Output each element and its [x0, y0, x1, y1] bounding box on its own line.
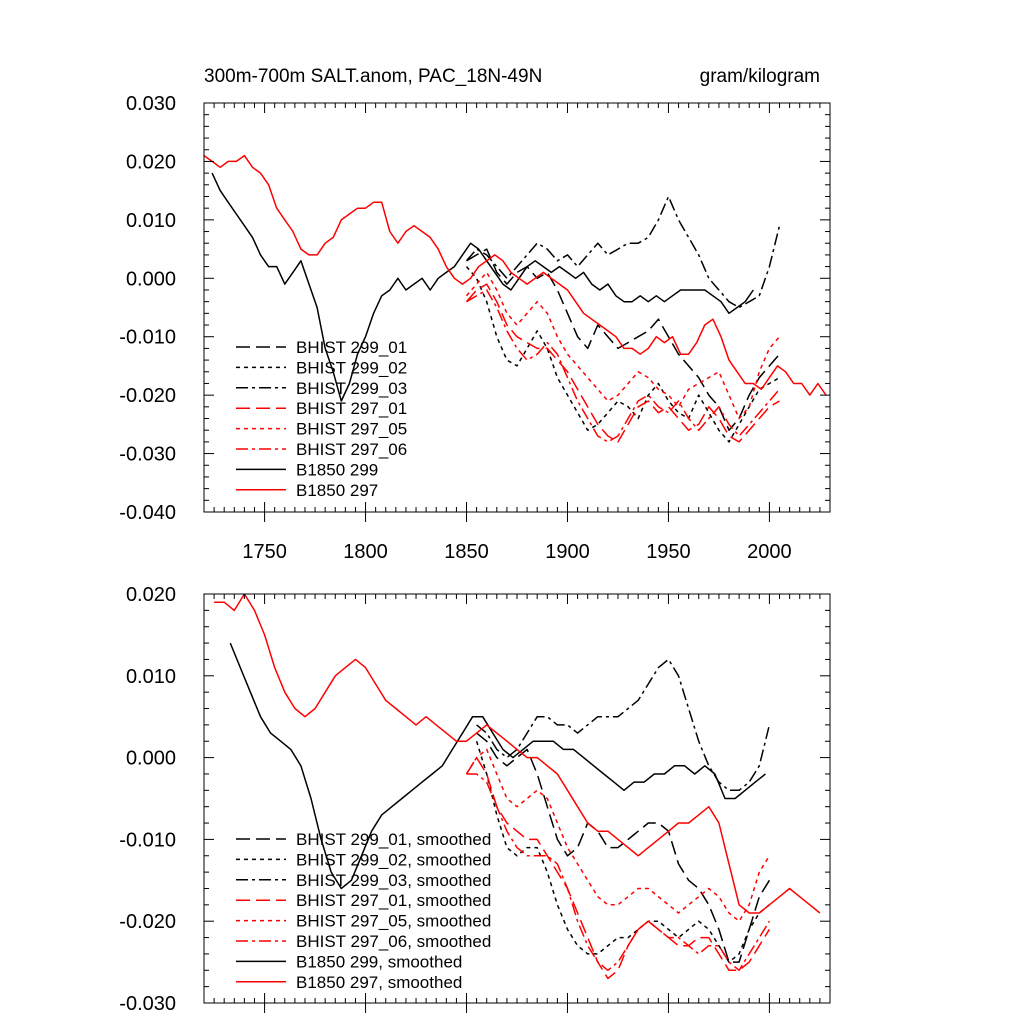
top-xtick-label: 2000 [747, 541, 792, 563]
top-legend-label-bhist-299-03: BHIST 299_03 [296, 379, 407, 398]
bottom-ytick-label: 0.000 [126, 748, 176, 770]
top-series-bhist-297-05 [465, 271, 781, 420]
top-series-b1850-297 [204, 154, 827, 396]
bottom-panel: -0.030 -0.020 -0.010 0.000 0.010 0.020 BHIST … [119, 584, 831, 1015]
top-plot-area [204, 154, 827, 443]
bottom-axes: -0.030 -0.020 -0.010 0.000 0.010 0.020 [119, 584, 831, 1015]
top-ytick-label: 0.010 [126, 210, 176, 232]
bottom-ytick-label: 0.020 [126, 584, 176, 606]
top-ytick-label: 0.000 [126, 268, 176, 290]
bottom-series-b1850-297-smoothed [214, 594, 821, 914]
top-ytick-label: -0.040 [119, 502, 176, 524]
bottom-series-bhist-299-03-smoothed [476, 658, 771, 792]
bottom-legend-label-bhist-297-01-smoothed: BHIST 297_01, smoothed [296, 891, 491, 910]
bottom-legend-label-bhist-299-01-smoothed: BHIST 299_01, smoothed [296, 830, 491, 849]
top-legend-label-b1850-299: B1850 299 [296, 460, 378, 479]
bottom-series-bhist-299-02-smoothed [475, 740, 770, 963]
bottom-legend-label-bhist-299-02-smoothed: BHIST 299_02, smoothed [296, 850, 491, 869]
top-xtick-label: 1900 [545, 541, 590, 563]
bottom-series-bhist-297-05-smoothed [465, 748, 771, 922]
top-series-bhist-297-06 [466, 289, 781, 443]
top-legend-label-bhist-299-01: BHIST 299_01 [296, 338, 407, 357]
bottom-plot-area [214, 594, 821, 980]
bottom-ytick-label: -0.020 [119, 911, 176, 933]
top-series-bhist-299-02 [465, 266, 780, 443]
bottom-ytick-label: -0.030 [119, 993, 176, 1015]
bottom-legend-label-b1850-299-smoothed: B1850 299, smoothed [296, 952, 462, 971]
top-ytick-label: 0.030 [126, 93, 176, 115]
top-legend-label-b1850-297: B1850 297 [296, 481, 378, 500]
bottom-series-bhist-297-06-smoothed [466, 773, 771, 972]
top-series-b1850-299 [211, 172, 754, 402]
top-legend-label-bhist-299-02: BHIST 299_02 [296, 358, 407, 377]
top-legend-label-bhist-297-05: BHIST 297_05 [296, 420, 407, 439]
top-axes: 1750 1800 1850 1900 1950 2000 -0.040 -0.030 -0.0… [119, 93, 831, 563]
top-ytick-label: 0.020 [126, 151, 176, 173]
top-xtick-label: 1750 [242, 541, 287, 563]
top-ytick-label: -0.020 [119, 385, 176, 407]
bottom-series-b1850-299-smoothed [229, 642, 766, 890]
bottom-legend-label-bhist-297-05-smoothed: BHIST 297_05, smoothed [296, 912, 491, 931]
top-series-bhist-299-01 [466, 248, 781, 431]
top-xtick-label: 1950 [646, 541, 691, 563]
top-series-bhist-297-01 [465, 283, 780, 443]
top-xtick-label: 1850 [444, 541, 489, 563]
top-legend-label-bhist-297-01: BHIST 297_01 [296, 399, 407, 418]
top-ytick-label: -0.010 [119, 327, 176, 349]
top-series-bhist-299-03 [465, 195, 781, 309]
top-panel: 300m-700m SALT.anom, PAC_18N-49N gram/ki… [119, 66, 831, 563]
bottom-legend-label-bhist-297-06-smoothed: BHIST 297_06, smoothed [296, 932, 491, 951]
top-chart-title: 300m-700m SALT.anom, PAC_18N-49N [204, 66, 542, 87]
bottom-legend-label-b1850-297-smoothed: B1850 297, smoothed [296, 973, 462, 992]
top-ytick-label: -0.030 [119, 444, 176, 466]
top-legend-label-bhist-297-06: BHIST 297_06 [296, 440, 407, 459]
top-xtick-label: 1800 [343, 541, 388, 563]
bottom-legend-label-bhist-299-03-smoothed: BHIST 299_03, smoothed [296, 871, 491, 890]
bottom-series-bhist-297-01-smoothed [465, 756, 771, 980]
bottom-ytick-label: 0.010 [126, 666, 176, 688]
bottom-ytick-label: -0.010 [119, 829, 176, 851]
bottom-series-bhist-299-01-smoothed [476, 732, 771, 963]
top-chart-units: gram/kilogram [700, 66, 820, 87]
